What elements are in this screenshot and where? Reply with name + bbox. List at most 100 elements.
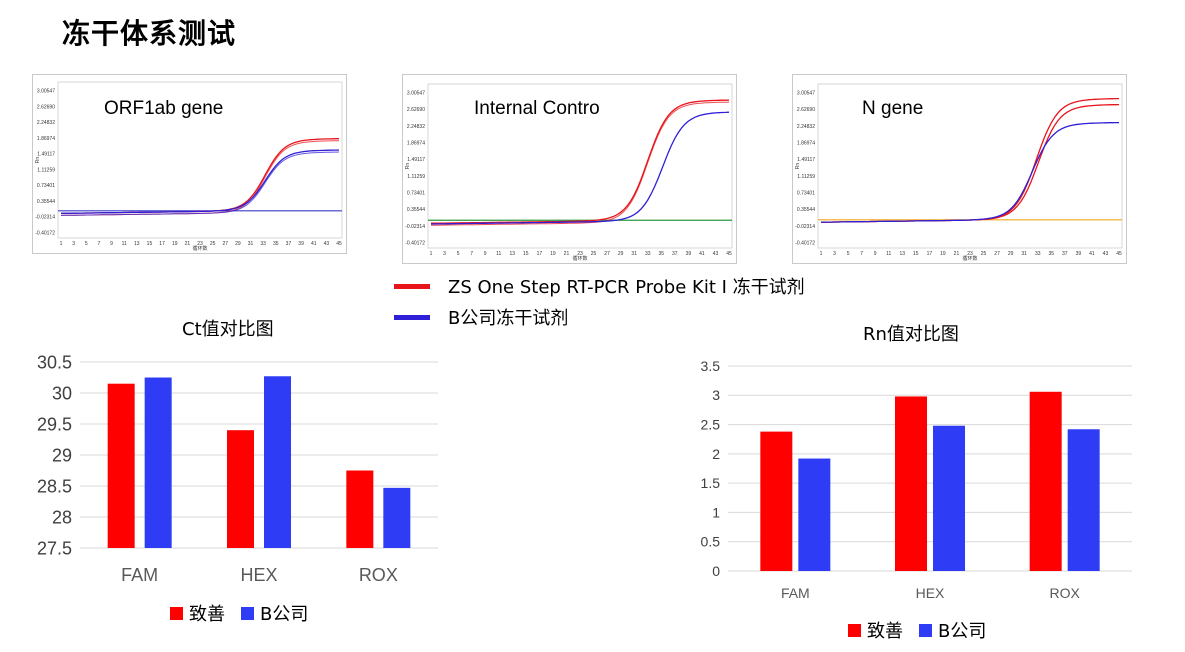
legend-label: 致善 [189,604,225,625]
legend-item-zs: 致善 [848,617,903,643]
y-tick-label: 1.49117 [37,152,55,158]
y-tick-label: 0.73401 [37,183,55,189]
y-tick-label: 29.5 [37,414,72,434]
y-tick-label: 0 [712,563,720,579]
x-tick-label: 11 [496,251,501,257]
y-tick-label: 2.62690 [797,107,815,113]
y-tick-label: 2.62690 [407,107,425,113]
x-tick-label: 25 [210,241,216,247]
x-tick-label: 7 [470,251,473,257]
legend-line-swatch [394,314,430,320]
y-tick-label: 2.62690 [37,104,55,110]
x-axis-label: 循环数 [192,245,207,252]
x-tick-label: 45 [1116,251,1122,257]
x-tick-label: 39 [686,251,692,257]
ct-bar-chart: 30.5 30 29.5 29 28.5 28 27.5 FAM HEX ROX [37,352,438,585]
x-tick-label: 1 [60,241,63,247]
y-tick-label: 1.49117 [407,157,425,163]
y-tick-label: 3.00547 [797,91,815,97]
x-tick-label: 43 [713,251,719,257]
panel-frame [32,74,347,254]
legend-item-b: B公司 [241,600,308,626]
x-tick-label: 7 [860,251,863,257]
x-category-label: ROX [359,565,398,585]
x-tick-label: 5 [85,241,88,247]
x-category-label: HEX [240,565,277,585]
x-tick-label: 9 [874,251,877,257]
y-tick-label: 0.35544 [37,199,55,205]
panel-frame [792,74,1127,264]
slide-title: 冻干体系测试 [62,17,237,50]
x-tick-label: 41 [1089,251,1095,257]
legend-item-b: B公司 [919,617,986,643]
legend-swatch [848,623,861,637]
bar-rox-zs [1029,391,1062,571]
x-tick-label: 1 [820,251,823,257]
x-tick-label: 35 [273,241,279,247]
amplification-curve [431,111,730,225]
amplification-plot-label: Internal Contro [474,98,600,119]
amplification-curve-replicate [431,101,730,226]
y-tick-label: -0.40172 [795,241,815,247]
y-tick-label: -0.40172 [405,241,425,247]
legend-item-zs: 致善 [170,600,225,626]
y-tick-label: 0.73401 [407,191,425,197]
y-tick-label: -0.02314 [795,224,815,230]
x-tick-label: 29 [1008,251,1014,257]
x-tick-label: 37 [1062,251,1068,257]
x-tick-label: 15 [147,241,153,247]
y-tick-label: 1.49117 [797,157,815,163]
amplification-curve-replicate [60,151,340,216]
y-tick-label: 2 [712,446,720,462]
amplification-curve [821,121,1119,223]
x-tick-label: 29 [235,241,241,247]
x-tick-label: 5 [457,251,460,257]
x-tick-label: 21 [564,251,570,257]
y-tick-label: 1.86974 [37,136,55,142]
ct-chart-title: Ct值对比图 [182,319,274,340]
amplification-plot-label: ORF1ab gene [104,98,224,119]
x-tick-label: 19 [940,251,946,257]
x-tick-label: 33 [1035,251,1041,257]
x-tick-label: 23 [967,251,973,257]
bar-fam-b [798,458,831,571]
bar-hex-zs [895,396,927,571]
y-tick-label: 1.11259 [37,167,55,173]
x-axis-label: 循环数 [572,255,587,262]
x-tick-label: 37 [286,241,292,247]
x-tick-label: 11 [122,241,127,247]
bar-fam-b [144,377,172,548]
x-category-label: FAM [121,565,158,585]
y-tick-label: 0.73401 [797,191,815,197]
x-tick-label: 37 [672,251,678,257]
amplification-plot-n-gene: 3.00547 2.62690 2.24832 1.86974 1.49117 1.112… [792,74,1127,264]
x-tick-label: 39 [1076,251,1082,257]
y-tick-label: 30 [52,383,72,403]
rn-bar-chart: 3.5 3 2.5 2 1.5 1 0.5 0 FAM HEX ROX [701,358,1132,601]
x-tick-label: 33 [645,251,651,257]
x-tick-label: 33 [260,241,266,247]
y-tick-label: 29 [52,445,72,465]
plot-area [817,83,1123,249]
y-tick-label: 1.86974 [407,141,425,147]
x-tick-label: 25 [981,251,987,257]
bar-hex-b [933,425,965,571]
y-tick-label: 1.5 [701,475,721,491]
bar-fam-zs [760,431,793,571]
y-tick-label: -0.40172 [35,231,55,237]
x-tick-label: 35 [1048,251,1054,257]
bar-hex-b [264,376,291,548]
x-tick-label: 19 [172,241,178,247]
y-axis-label: Rn [795,163,801,170]
legend-label: ZS One Step RT-PCR Probe Kit Ⅰ 冻干试剂 [448,277,805,298]
line-legend-item-zs: ZS One Step RT-PCR Probe Kit Ⅰ 冻干试剂 [394,273,805,299]
y-tick-label: -0.02314 [405,224,425,230]
x-tick-label: 17 [537,251,543,257]
x-tick-label: 13 [899,251,905,257]
x-category-label: FAM [781,585,810,601]
x-tick-label: 25 [591,251,597,257]
x-tick-label: 1 [430,251,433,257]
y-tick-label: 3.5 [701,358,721,374]
y-tick-label: 1.86974 [797,141,815,147]
legend-label: B公司 [260,604,309,625]
